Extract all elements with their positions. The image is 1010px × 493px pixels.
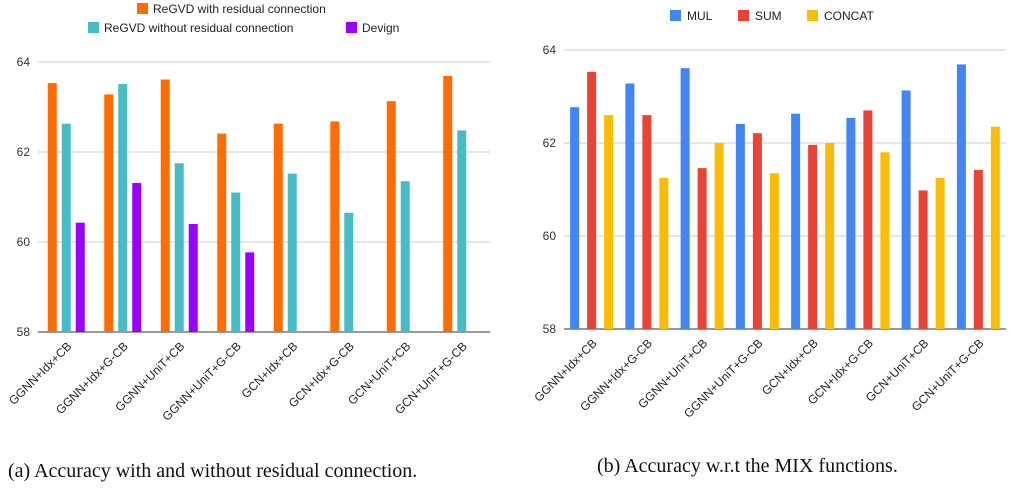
bar bbox=[901, 90, 911, 329]
legend-label: SUM bbox=[755, 9, 782, 23]
legend-swatch bbox=[346, 22, 357, 33]
y-tick-label: 60 bbox=[17, 235, 31, 249]
bar bbox=[752, 133, 762, 329]
bar bbox=[273, 123, 283, 333]
bar bbox=[918, 190, 928, 329]
legend-label: ReGVD without residual connection bbox=[104, 21, 293, 35]
y-tick-label: 60 bbox=[543, 229, 557, 243]
bar bbox=[659, 177, 669, 329]
bar bbox=[386, 101, 396, 333]
legend-label: ReGVD with residual connection bbox=[153, 2, 326, 16]
bar bbox=[863, 110, 873, 329]
caption-b: (b) Accuracy w.r.t the MIX functions. bbox=[597, 455, 898, 477]
legend-swatch bbox=[137, 3, 148, 14]
bar bbox=[245, 252, 255, 332]
bar bbox=[808, 144, 818, 329]
bar bbox=[61, 123, 71, 333]
bar bbox=[990, 126, 1000, 329]
bar bbox=[846, 117, 856, 329]
bar bbox=[443, 75, 453, 332]
caption-a: (a) Accuracy with and without residual c… bbox=[8, 460, 418, 482]
bar bbox=[880, 152, 890, 329]
bar bbox=[697, 168, 707, 329]
bar bbox=[287, 173, 297, 332]
y-tick-label: 58 bbox=[17, 325, 31, 339]
bar bbox=[217, 133, 227, 332]
bar bbox=[935, 177, 945, 329]
legend-swatch bbox=[670, 10, 681, 21]
legend-label: MUL bbox=[687, 9, 713, 23]
bar bbox=[47, 83, 57, 333]
bar bbox=[75, 222, 85, 332]
bar bbox=[457, 130, 467, 332]
bar bbox=[680, 68, 690, 329]
bar bbox=[330, 121, 340, 333]
legend-swatch bbox=[807, 10, 818, 21]
bar bbox=[174, 163, 184, 332]
x-tick-label: GCN+Idx+CB bbox=[239, 339, 301, 401]
bar bbox=[791, 113, 801, 329]
bar bbox=[587, 71, 597, 329]
bar bbox=[231, 192, 241, 332]
y-tick-label: 62 bbox=[543, 136, 557, 150]
bar bbox=[104, 94, 114, 333]
bar bbox=[625, 83, 635, 329]
bar bbox=[132, 183, 142, 332]
bar bbox=[160, 79, 170, 332]
bar bbox=[714, 143, 724, 329]
bar bbox=[956, 64, 966, 329]
bar bbox=[188, 224, 198, 332]
bar bbox=[570, 107, 580, 329]
y-tick-label: 58 bbox=[543, 322, 557, 336]
bar bbox=[118, 84, 128, 332]
bar bbox=[825, 143, 835, 329]
x-tick-label: GCN+Idx+CB bbox=[759, 336, 821, 398]
y-tick-label: 64 bbox=[543, 43, 557, 57]
y-tick-label: 64 bbox=[17, 55, 31, 69]
bar bbox=[400, 181, 410, 332]
legend-swatch bbox=[88, 22, 99, 33]
bar bbox=[769, 173, 779, 329]
bar bbox=[604, 115, 614, 329]
legend-swatch bbox=[738, 10, 749, 21]
bar bbox=[735, 123, 745, 329]
y-tick-label: 62 bbox=[17, 145, 31, 159]
bar bbox=[642, 115, 652, 329]
bar bbox=[973, 169, 983, 329]
legend-label: Devign bbox=[362, 21, 399, 35]
bar bbox=[344, 212, 354, 332]
legend-label: CONCAT bbox=[824, 9, 874, 23]
